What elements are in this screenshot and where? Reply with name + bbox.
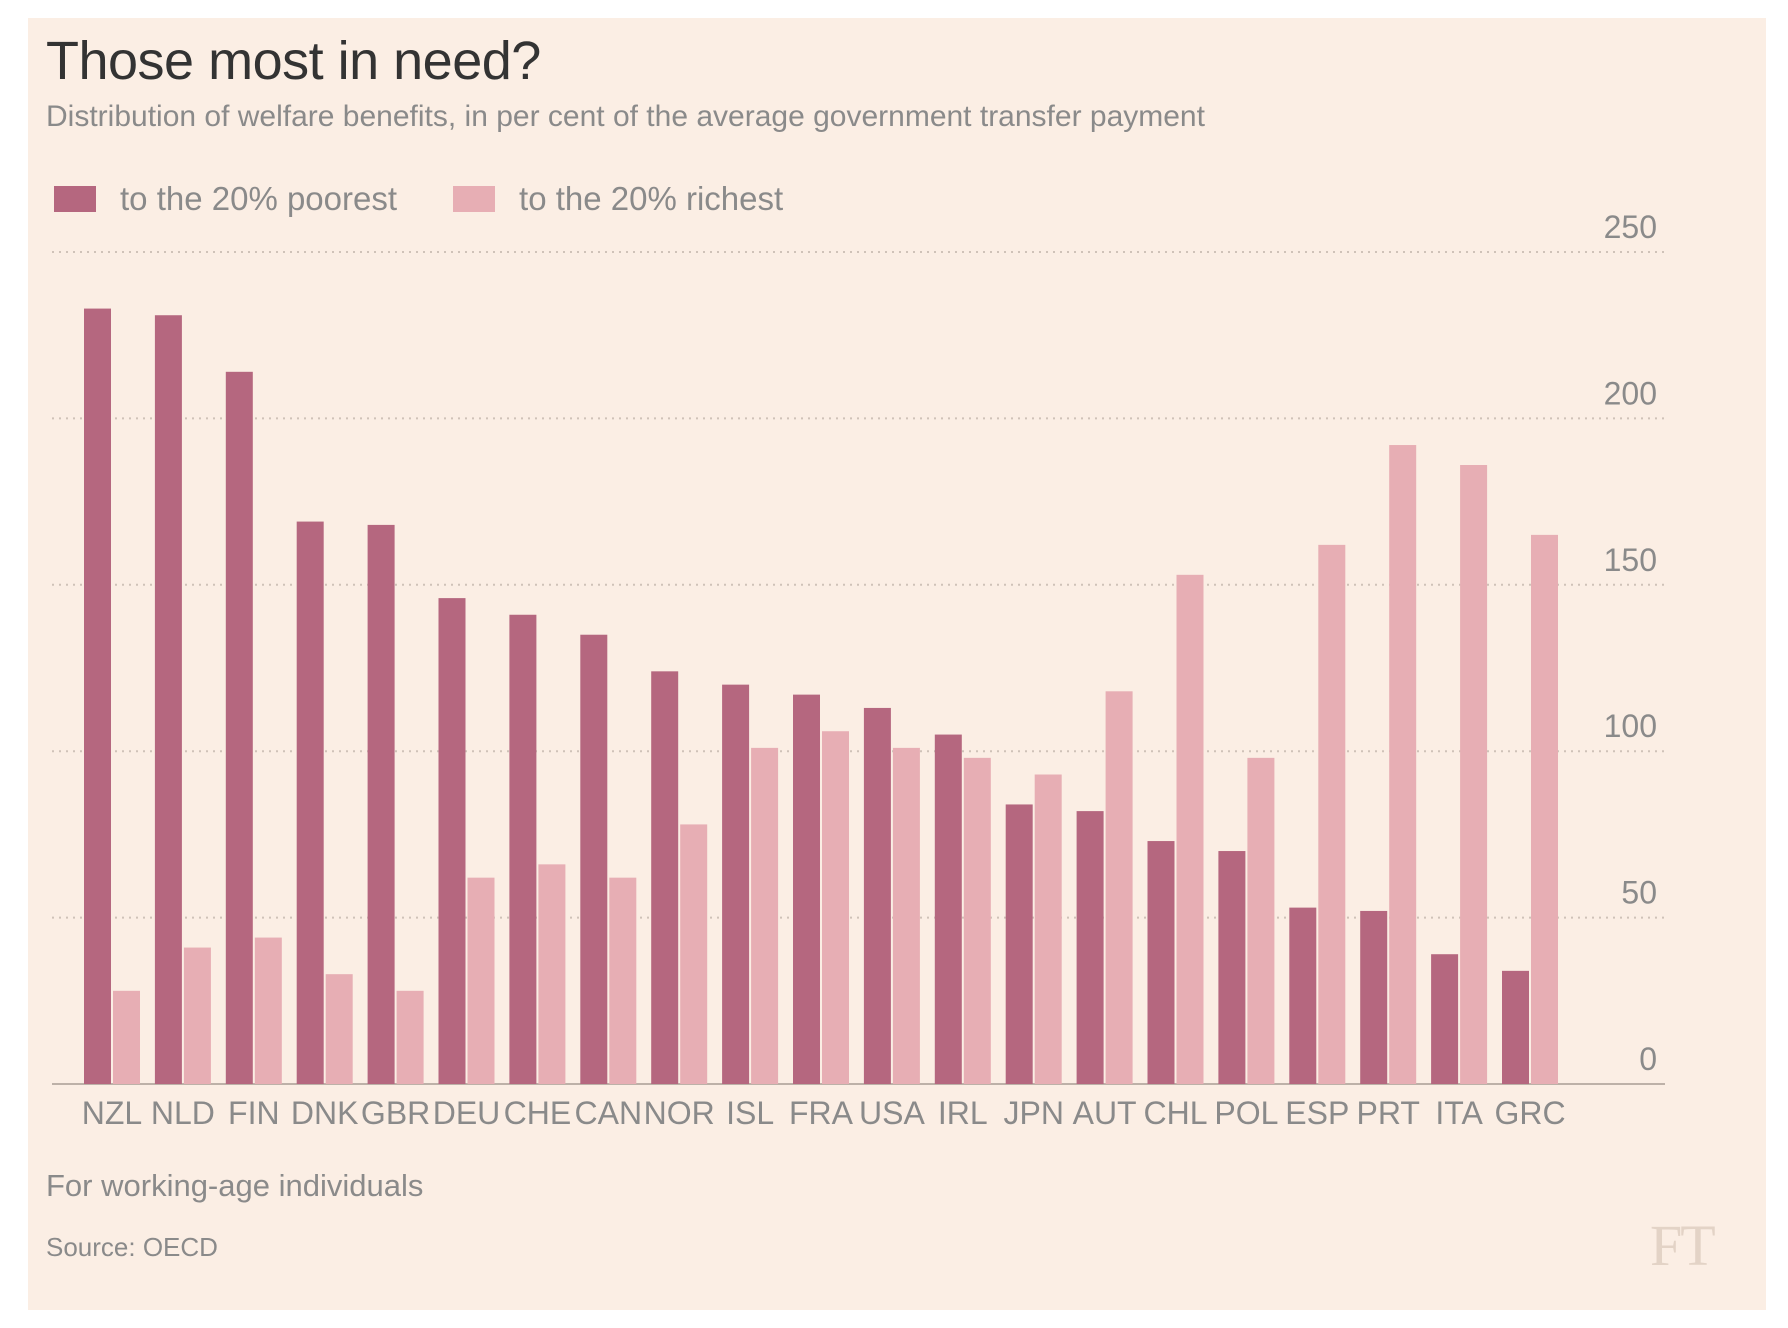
bar-richest <box>254 937 282 1084</box>
chart-title: Those most in need? <box>46 31 541 91</box>
bar-richest <box>963 757 991 1084</box>
bar-richest <box>183 947 211 1084</box>
x-tick-label: NOR <box>644 1095 715 1131</box>
bar-richest <box>609 877 637 1084</box>
x-tick-label: PRT <box>1356 1095 1419 1131</box>
bar-poorest <box>1431 954 1459 1084</box>
bar-poorest <box>1147 841 1175 1084</box>
bar-poorest <box>651 671 679 1084</box>
x-tick-label: FIN <box>228 1095 280 1131</box>
chart-source: Source: OECD <box>46 1232 218 1262</box>
bar-poorest <box>225 371 253 1085</box>
bar-poorest <box>1502 970 1529 1084</box>
bar-richest <box>680 824 708 1084</box>
x-tick-label: ITA <box>1435 1095 1483 1131</box>
bar-richest <box>113 990 140 1084</box>
x-tick-label: DNK <box>291 1095 359 1131</box>
bar-richest <box>1531 534 1558 1084</box>
bar-richest <box>1460 464 1488 1084</box>
bar-poorest <box>1076 811 1104 1084</box>
chart-note: For working-age individuals <box>46 1168 424 1203</box>
bar-poorest <box>793 694 820 1084</box>
y-tick-label: 100 <box>1604 708 1657 744</box>
bar-richest <box>892 747 920 1084</box>
bar-poorest <box>1005 804 1033 1084</box>
legend-item-poorest: to the 20% poorest <box>54 180 397 218</box>
bar-richest <box>325 974 353 1084</box>
y-tick-label: 250 <box>1604 209 1657 245</box>
x-tick-label: AUT <box>1073 1095 1137 1131</box>
x-tick-label: IRL <box>938 1095 988 1131</box>
bar-poorest <box>580 634 608 1084</box>
bar-richest <box>1318 544 1346 1084</box>
legend: to the 20% poorest to the 20% richest <box>54 180 839 218</box>
x-tick-label: CHE <box>504 1095 572 1131</box>
bar-poorest <box>509 614 537 1084</box>
bar-poorest <box>367 524 395 1084</box>
bar-poorest <box>438 598 466 1084</box>
x-tick-label: CAN <box>575 1095 643 1131</box>
bar-poorest <box>722 684 750 1084</box>
bar-poorest <box>1289 907 1317 1084</box>
bar-poorest <box>1360 910 1388 1084</box>
x-tick-label: GRC <box>1494 1095 1565 1131</box>
y-tick-label: 200 <box>1604 375 1657 411</box>
bar-richest <box>751 747 779 1084</box>
x-tick-label: FRA <box>789 1095 854 1131</box>
x-tick-label: JPN <box>1003 1095 1063 1131</box>
bar-richest <box>1176 574 1204 1084</box>
legend-label-richest: to the 20% richest <box>519 180 784 217</box>
chart-subtitle: Distribution of welfare benefits, in per… <box>46 100 1205 133</box>
bar-poorest <box>934 734 962 1084</box>
bar-richest <box>1389 445 1417 1084</box>
bar-richest <box>1105 691 1133 1084</box>
bar-poorest <box>863 707 891 1084</box>
legend-label-poorest: to the 20% poorest <box>120 180 398 217</box>
bar-richest <box>396 990 424 1084</box>
y-tick-label: 150 <box>1604 542 1657 578</box>
x-tick-label: NLD <box>151 1095 215 1131</box>
x-tick-label: USA <box>859 1095 925 1131</box>
legend-swatch-richest <box>453 186 496 212</box>
bar-richest <box>1034 774 1062 1084</box>
legend-item-richest: to the 20% richest <box>453 180 783 218</box>
x-tick-label: ISL <box>726 1095 774 1131</box>
bar-richest <box>467 877 495 1084</box>
x-tick-label: GBR <box>361 1095 430 1131</box>
bar-richest <box>1247 757 1275 1084</box>
bar-richest <box>538 864 566 1084</box>
bar-poorest <box>296 521 324 1084</box>
bar-richest <box>822 731 849 1084</box>
bar-poorest <box>1218 851 1246 1084</box>
y-tick-label: 50 <box>1621 875 1657 911</box>
x-tick-label: CHL <box>1143 1095 1207 1131</box>
ft-logo: FT <box>1650 1213 1716 1278</box>
y-tick-label: 0 <box>1639 1041 1657 1077</box>
x-tick-label: NZL <box>82 1095 142 1131</box>
x-tick-label: ESP <box>1285 1095 1349 1131</box>
bar-poorest <box>84 308 111 1084</box>
x-tick-label: POL <box>1214 1095 1278 1131</box>
legend-swatch-poorest <box>54 186 96 212</box>
bar-poorest <box>154 315 182 1084</box>
x-tick-label: DEU <box>433 1095 501 1131</box>
